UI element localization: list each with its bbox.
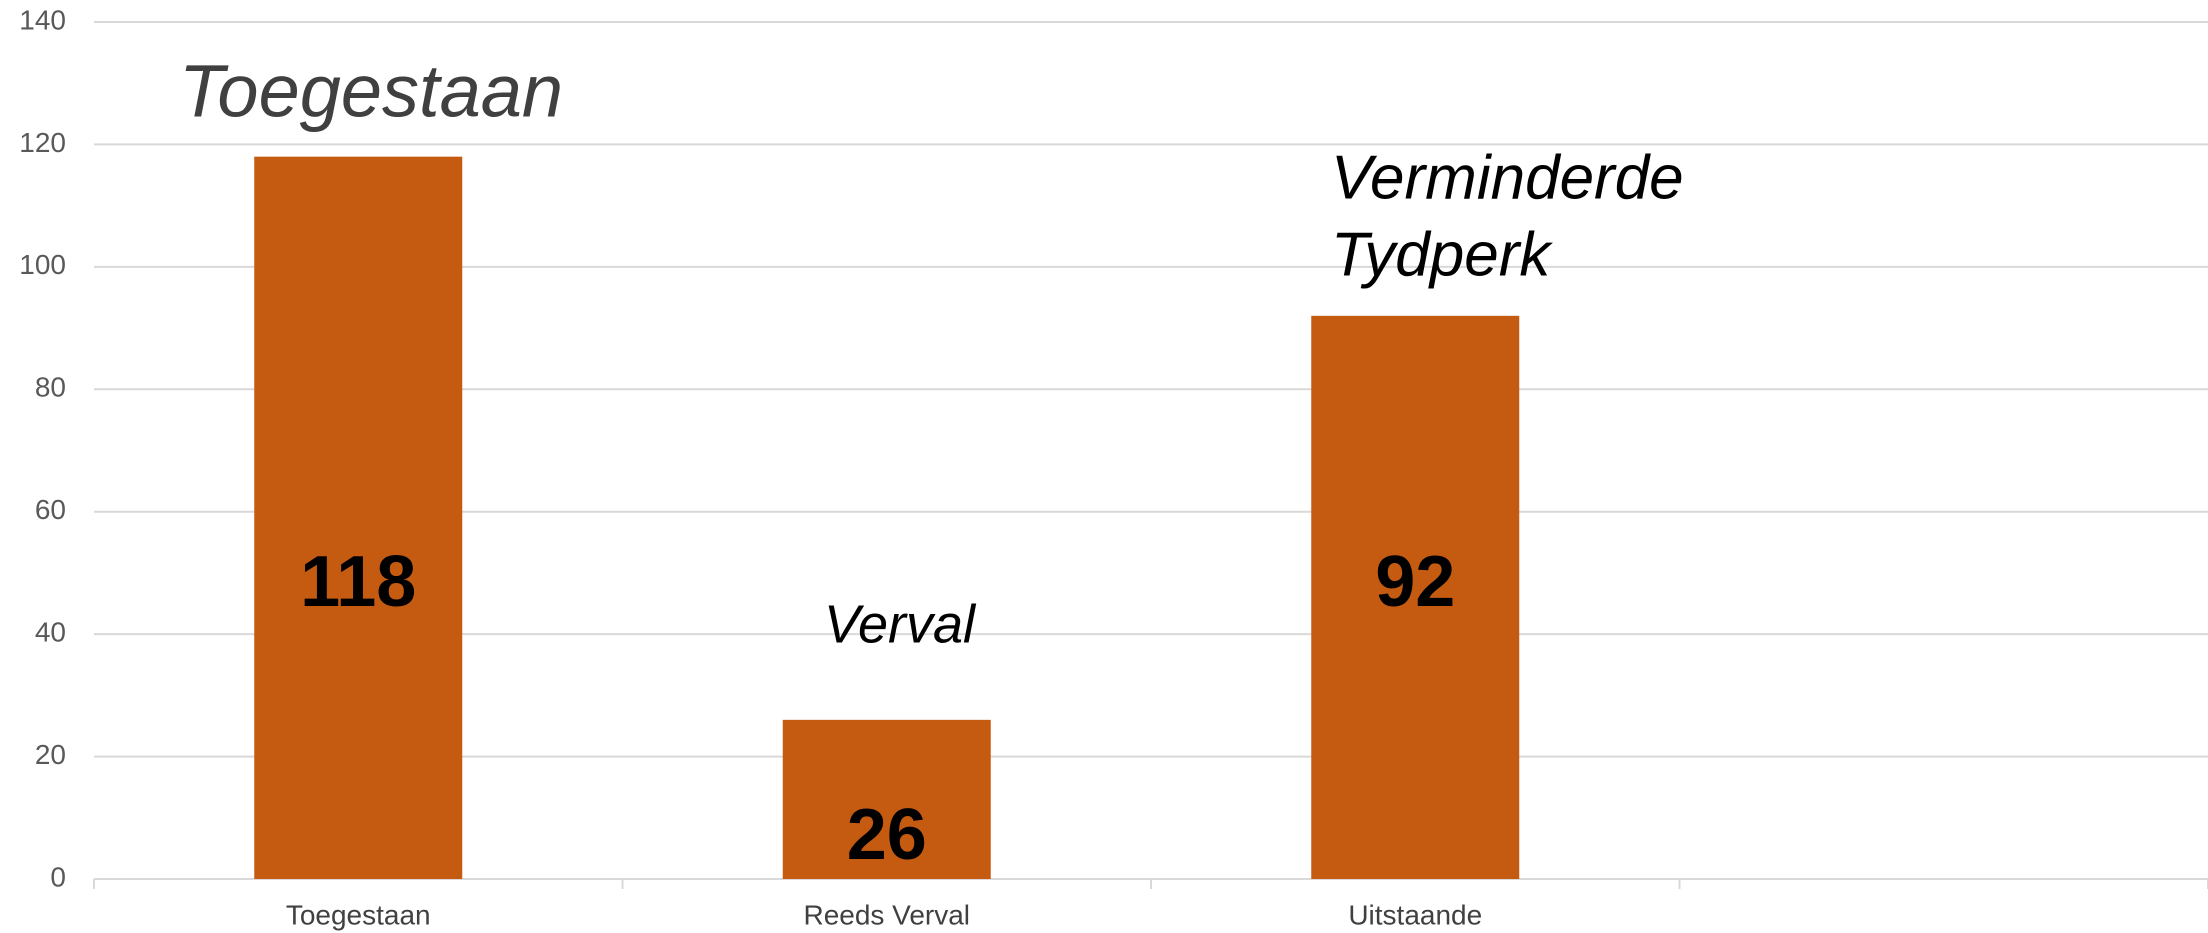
y-tick-label: 60 — [35, 494, 66, 525]
y-tick-label: 0 — [50, 861, 66, 892]
y-tick-label: 120 — [19, 127, 66, 158]
bar — [1311, 315, 1520, 879]
data-label: 118 — [300, 542, 416, 622]
annotation: Toegestaan — [179, 50, 563, 133]
y-tick-label: 100 — [19, 249, 66, 280]
bar — [254, 156, 463, 879]
y-tick-label: 140 — [19, 4, 66, 35]
y-tick-label: 20 — [35, 739, 66, 770]
x-tick-label: Toegestaan — [286, 899, 431, 930]
y-tick-label: 40 — [35, 617, 66, 648]
data-label: 92 — [1375, 542, 1455, 622]
annotation: Verval — [824, 594, 977, 654]
data-label: 26 — [847, 795, 927, 875]
bar — [782, 719, 991, 879]
x-tick-label: Reeds Verval — [803, 899, 970, 930]
annotation: Tydperk — [1331, 220, 1553, 289]
annotation: Verminderde — [1331, 143, 1684, 212]
x-tick-label: Uitstaande — [1348, 899, 1482, 930]
y-tick-label: 80 — [35, 372, 66, 403]
